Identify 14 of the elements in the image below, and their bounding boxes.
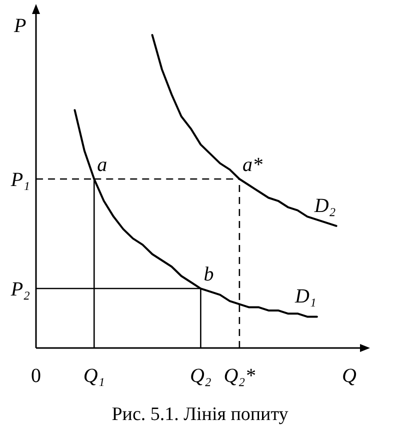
x-axis-title: Q xyxy=(342,365,357,387)
x-tick-label: Q₂ xyxy=(190,365,212,387)
series-label: D₂ xyxy=(313,194,336,217)
series-label: D₁ xyxy=(294,286,316,308)
text: Рис. 5.1. Лінія попиту xyxy=(112,404,289,425)
annotation: a xyxy=(97,154,108,176)
ref-line-label: P₂ xyxy=(10,278,30,301)
annotation: a* xyxy=(242,154,262,176)
x-tick-label: Q₂* xyxy=(224,365,256,387)
ref-line-label: P₁ xyxy=(10,168,30,191)
annotation: b xyxy=(204,264,214,286)
y-axis-title: P xyxy=(13,15,26,37)
x-tick-label: Q₁ xyxy=(83,365,105,387)
x-tick-label: 0 xyxy=(31,365,41,387)
